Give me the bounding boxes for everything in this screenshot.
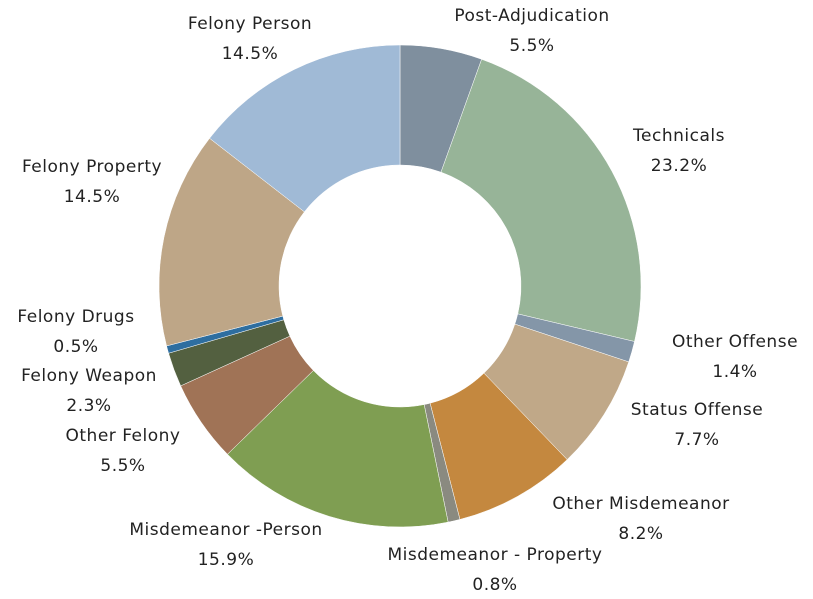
slice-label: Other Misdemeanor [552,494,729,514]
slice-label: Status Offense [631,400,763,420]
slice-value-label: 0.8% [472,575,517,595]
slice [440,58,642,342]
slice-value-label: 1.4% [712,362,757,382]
slice-value-label: 14.5% [64,187,121,207]
slice-label: Technicals [632,126,725,146]
slice-label: Post-Adjudication [454,6,609,26]
slice-label: Misdemeanor -Person [129,520,322,540]
slice-value-label: 7.7% [674,430,719,450]
slice-value-label: 5.5% [100,456,145,476]
slice-label: Felony Weapon [21,366,157,386]
slice [209,44,401,213]
slice [227,370,449,528]
slice-value-label: 0.5% [53,337,98,357]
slice-label: Other Offense [672,332,798,352]
slice-value-label: 2.3% [66,396,111,416]
slice-label: Felony Drugs [17,307,134,327]
slice-value-label: 5.5% [509,36,554,56]
slice-label: Other Felony [66,426,181,446]
slice-value-label: 23.2% [651,156,708,176]
slice-value-label: 15.9% [198,550,255,570]
slice-label: Felony Property [22,157,162,177]
slice-label: Felony Person [188,14,312,34]
slice-label: Misdemeanor - Property [388,545,603,565]
slice-value-label: 14.5% [222,44,279,64]
slice-value-label: 8.2% [618,524,663,544]
